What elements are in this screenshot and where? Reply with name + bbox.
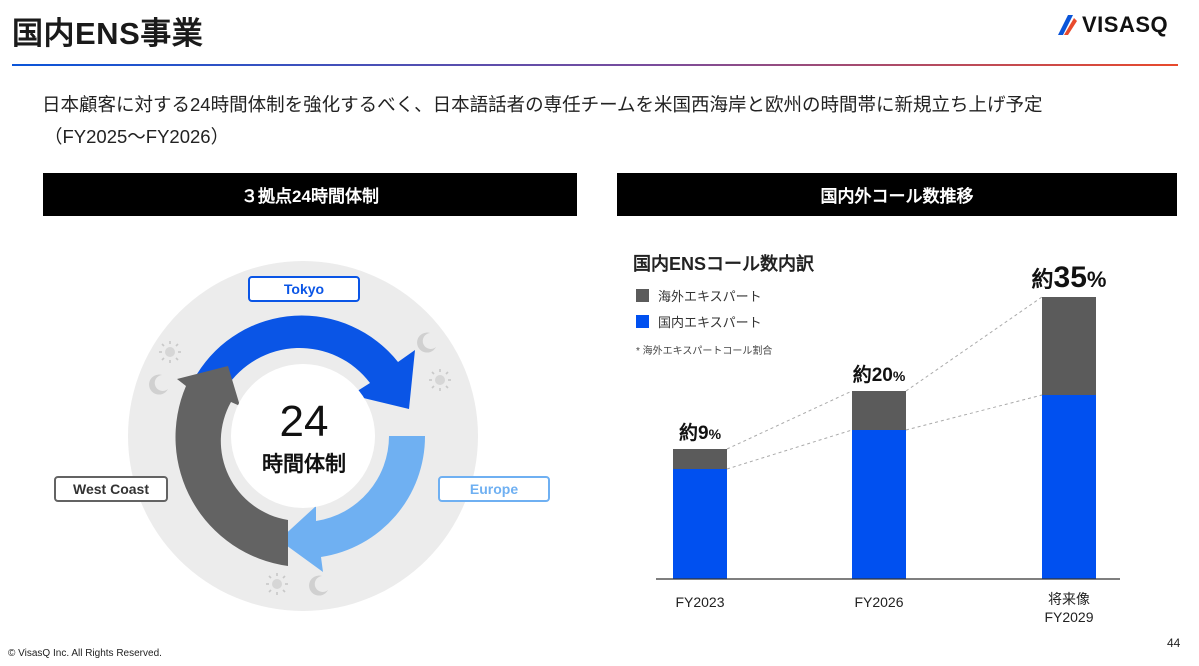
share-annotation-1: 約20% bbox=[853, 363, 906, 386]
europe-arc bbox=[279, 436, 426, 572]
description-line-2: （FY2025～FY2026） bbox=[44, 126, 230, 147]
legend-swatch-domestic bbox=[636, 315, 649, 328]
sun-icon bbox=[266, 573, 288, 595]
connector-line-mid-0 bbox=[726, 429, 853, 470]
legend-label-overseas: 海外エキスパート bbox=[658, 289, 762, 304]
bar-domestic-1 bbox=[852, 430, 906, 579]
category-label-0: FY2023 bbox=[675, 594, 724, 610]
cycle-diagram bbox=[128, 261, 478, 611]
bar-domestic-2 bbox=[1042, 395, 1096, 579]
bar-domestic-0 bbox=[673, 469, 727, 579]
moon-icon bbox=[309, 575, 328, 596]
logo-slash-icon bbox=[1058, 15, 1077, 35]
legend-label-domestic: 国内エキスパート bbox=[658, 315, 762, 330]
moon-icon bbox=[417, 332, 436, 353]
legend-item-domestic: 国内エキスパート bbox=[636, 312, 762, 331]
connector-line-top-1 bbox=[905, 296, 1043, 392]
tokyo-arc bbox=[197, 315, 415, 409]
right-section-heading: 国内外コール数推移 bbox=[617, 173, 1177, 216]
moon-icon bbox=[149, 374, 168, 395]
chart-footnote: * 海外エキスパートコール割合 bbox=[636, 346, 773, 357]
center-hours-label: 時間体制 bbox=[262, 453, 346, 476]
location-pill-europe: Europe bbox=[438, 476, 550, 502]
bar-overseas-2 bbox=[1042, 297, 1096, 395]
connector-line-mid-1 bbox=[905, 394, 1043, 431]
left-section-heading: ３拠点24時間体制 bbox=[43, 173, 577, 216]
legend-item-overseas: 海外エキスパート bbox=[636, 286, 762, 305]
sun-icon bbox=[429, 369, 451, 391]
sun-icon bbox=[159, 341, 181, 363]
location-pill-west-coast: West Coast bbox=[54, 476, 168, 502]
visasq-logo: VISASQ bbox=[1055, 11, 1168, 39]
description-line-1: 日本顧客に対する24時間体制を強化するべく、日本語話者の専任チームを米国西海岸と… bbox=[42, 94, 1043, 115]
share-annotation-0: 約9% bbox=[679, 421, 722, 444]
category-label-2: 将来像 FY2029 bbox=[1044, 591, 1093, 625]
bar-overseas-0 bbox=[673, 449, 727, 469]
category-label-1: FY2026 bbox=[854, 594, 903, 610]
page-title: 国内ENS事業 bbox=[12, 16, 204, 51]
center-hours-number: 24 bbox=[279, 397, 329, 446]
connector-line-top-0 bbox=[726, 390, 853, 450]
logo-text: VISASQ bbox=[1082, 12, 1169, 37]
page-number: 44 bbox=[1167, 636, 1181, 650]
share-annotation-2: 約35% bbox=[1032, 261, 1107, 294]
bar-overseas-1 bbox=[852, 391, 906, 430]
chart-title: 国内ENSコール数内訳 bbox=[633, 254, 815, 274]
west-coast-arc bbox=[175, 366, 288, 566]
copyright-text: © VisasQ Inc. All Rights Reserved. bbox=[8, 648, 162, 659]
diagram-center bbox=[231, 364, 375, 508]
legend-swatch-overseas bbox=[636, 289, 649, 302]
header-divider bbox=[12, 64, 1178, 66]
location-pill-tokyo: Tokyo bbox=[248, 276, 360, 302]
